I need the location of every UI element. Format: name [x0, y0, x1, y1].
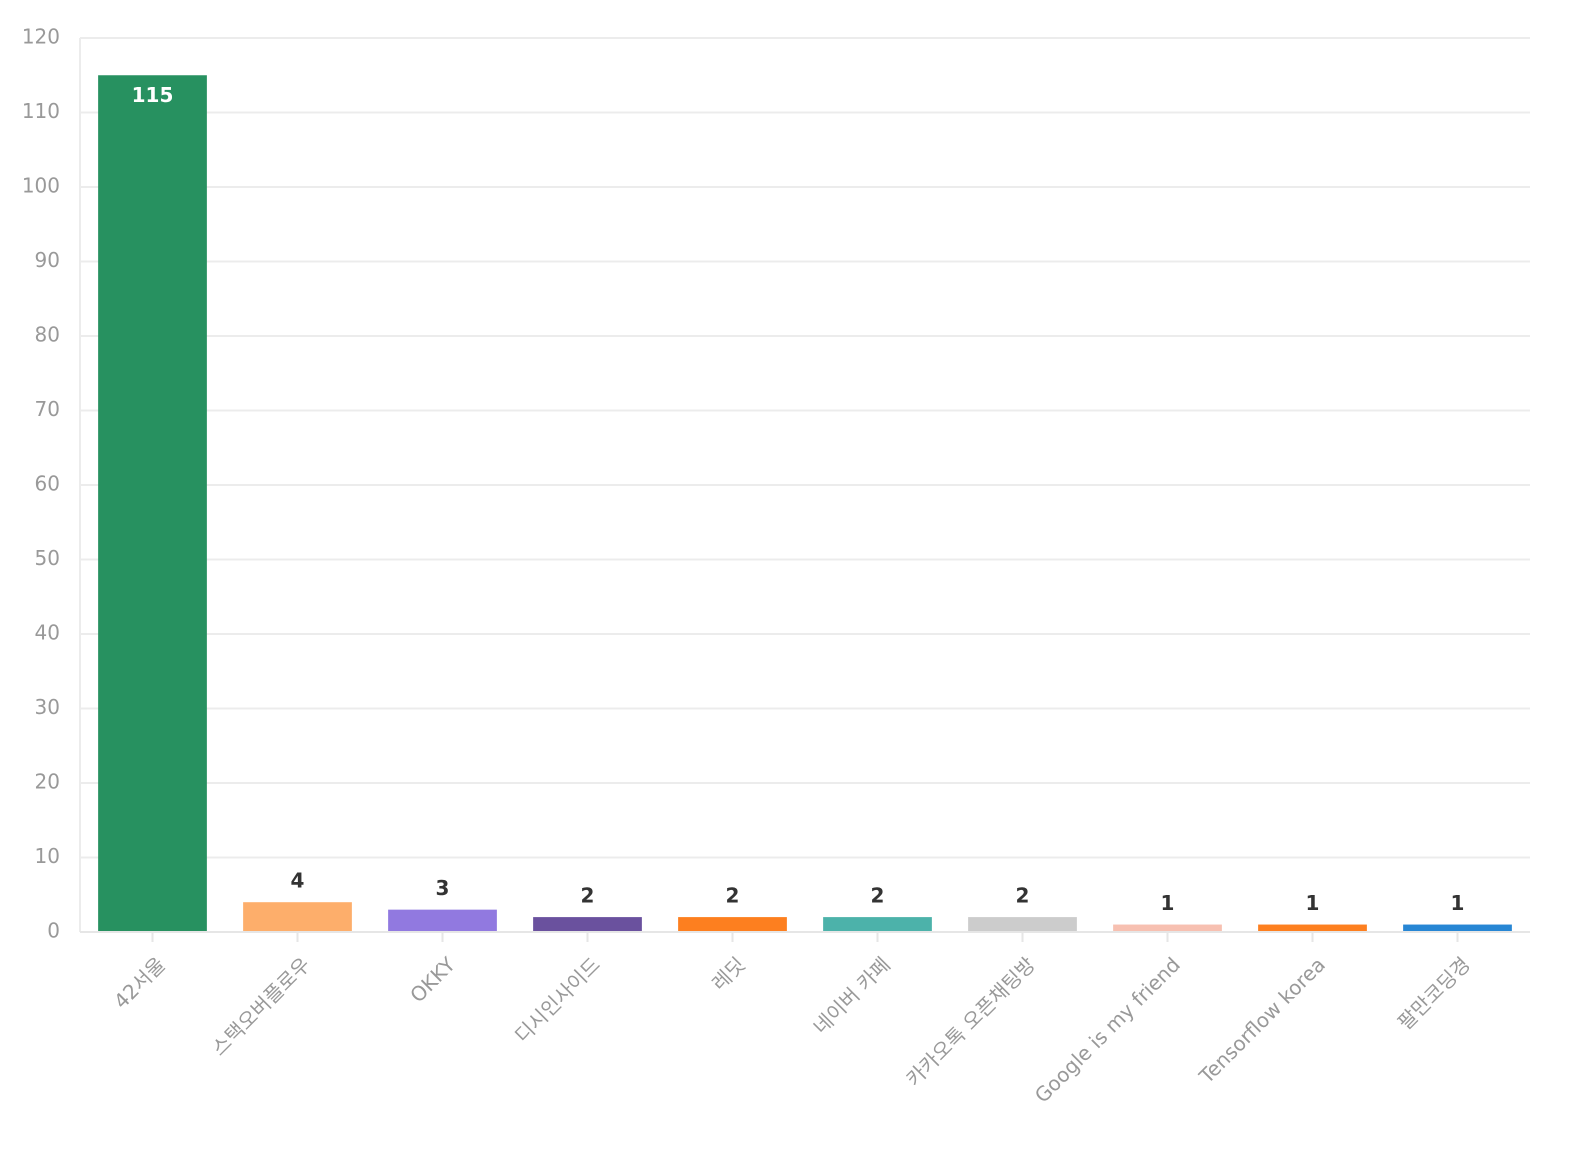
data-label: 2: [581, 884, 595, 908]
data-label: 1: [1306, 891, 1320, 915]
y-tick-label: 90: [35, 248, 60, 272]
y-tick-label: 110: [22, 99, 60, 123]
bar: [678, 917, 787, 932]
data-label: 3: [436, 876, 450, 900]
y-tick-label: 40: [35, 621, 60, 645]
x-tick-label: Google is my friend: [1030, 952, 1185, 1107]
bar: [533, 917, 642, 932]
y-tick-label: 50: [35, 546, 60, 570]
data-label: 2: [1016, 884, 1030, 908]
x-tick-label: 팔만코딩경: [1393, 952, 1475, 1034]
bar: [1113, 924, 1222, 932]
bar: [388, 909, 497, 932]
x-tick-label: 디시인사이드: [510, 952, 605, 1047]
x-tick-label: 42서울: [109, 952, 170, 1013]
data-label: 1: [1451, 891, 1465, 915]
bar: [98, 75, 207, 932]
x-tick-label: Tensorflow korea: [1194, 952, 1330, 1088]
y-tick-label: 120: [22, 25, 60, 49]
bar: [823, 917, 932, 932]
x-tick-label: 레딧: [707, 952, 750, 995]
y-tick-label: 30: [35, 695, 60, 719]
data-label: 2: [726, 884, 740, 908]
bar: [968, 917, 1077, 932]
y-tick-label: 20: [35, 770, 60, 794]
x-tick-label: 카카오톡 오픈채팅방: [901, 952, 1040, 1091]
data-label: 1: [1161, 891, 1175, 915]
bar: [1403, 924, 1512, 932]
y-tick-label: 70: [35, 397, 60, 421]
y-tick-label: 100: [22, 174, 60, 198]
bar: [1258, 924, 1367, 932]
bar: [243, 902, 352, 932]
y-tick-label: 80: [35, 323, 60, 347]
y-tick-label: 0: [47, 919, 60, 943]
data-label: 115: [132, 83, 174, 107]
x-tick-label: 스택오버플로우: [207, 952, 315, 1060]
y-tick-label: 10: [35, 844, 60, 868]
data-label: 2: [871, 884, 885, 908]
y-tick-label: 60: [35, 472, 60, 496]
x-tick-label: 네이버 카페: [808, 952, 895, 1039]
x-tick-label: OKKY: [405, 952, 460, 1007]
data-label: 4: [291, 869, 305, 893]
